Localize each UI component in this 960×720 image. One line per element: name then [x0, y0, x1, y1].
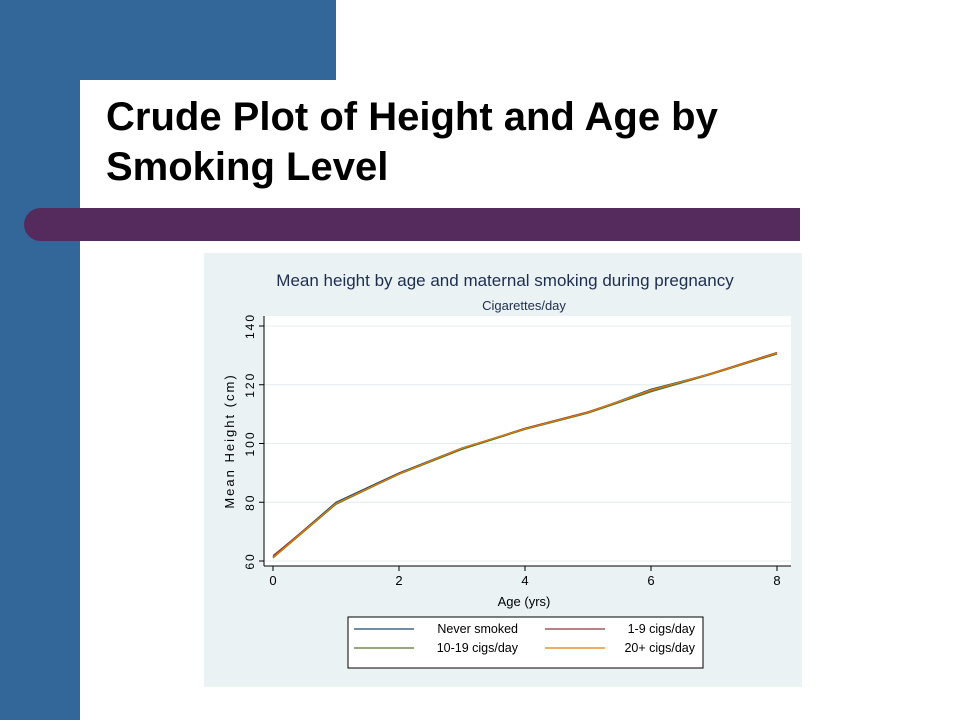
- top-band: [80, 0, 336, 80]
- x-tick-label: 2: [395, 573, 402, 588]
- y-tick-label: 120: [243, 372, 257, 398]
- x-tick-label: 6: [647, 573, 654, 588]
- y-axis-label: Mean Height (cm): [222, 373, 237, 508]
- x-tick-label: 4: [521, 573, 528, 588]
- x-tick-label: 8: [773, 573, 780, 588]
- y-tick-label: 80: [243, 494, 257, 511]
- y-tick-label: 60: [243, 552, 257, 569]
- sidebar-background: [0, 0, 80, 720]
- x-tick-label: 0: [269, 573, 276, 588]
- legend: Never smoked 1-9 cigs/day 10-19 cigs/day 20…: [347, 616, 704, 669]
- plot-background: [264, 316, 791, 566]
- chart-title: Mean height by age and maternal smoking …: [276, 271, 734, 290]
- slide-title: Crude Plot of Height and Age by Smoking …: [106, 95, 718, 189]
- legend-label: 1-9 cigs/day: [628, 622, 696, 636]
- y-tick-label: 100: [243, 430, 257, 456]
- y-tick-label: 140: [243, 313, 257, 339]
- chart-subtitle: Cigarettes/day: [482, 298, 566, 313]
- line-chart: Mean height by age and maternal smoking …: [222, 271, 791, 669]
- legend-label: 20+ cigs/day: [624, 641, 695, 655]
- legend-label: Never smoked: [437, 622, 518, 636]
- legend-label: 10-19 cigs/day: [437, 641, 519, 655]
- legend-box: [347, 616, 704, 669]
- x-axis-label: Age (yrs): [498, 594, 551, 609]
- chart-panel: Mean height by age and maternal smoking …: [204, 253, 802, 687]
- series-line-20-cigs-day: [272, 352, 778, 558]
- plot-area: 60 80 100 120 140 0 2 4 6 8: [243, 313, 791, 588]
- title-underline-bar: [24, 208, 800, 241]
